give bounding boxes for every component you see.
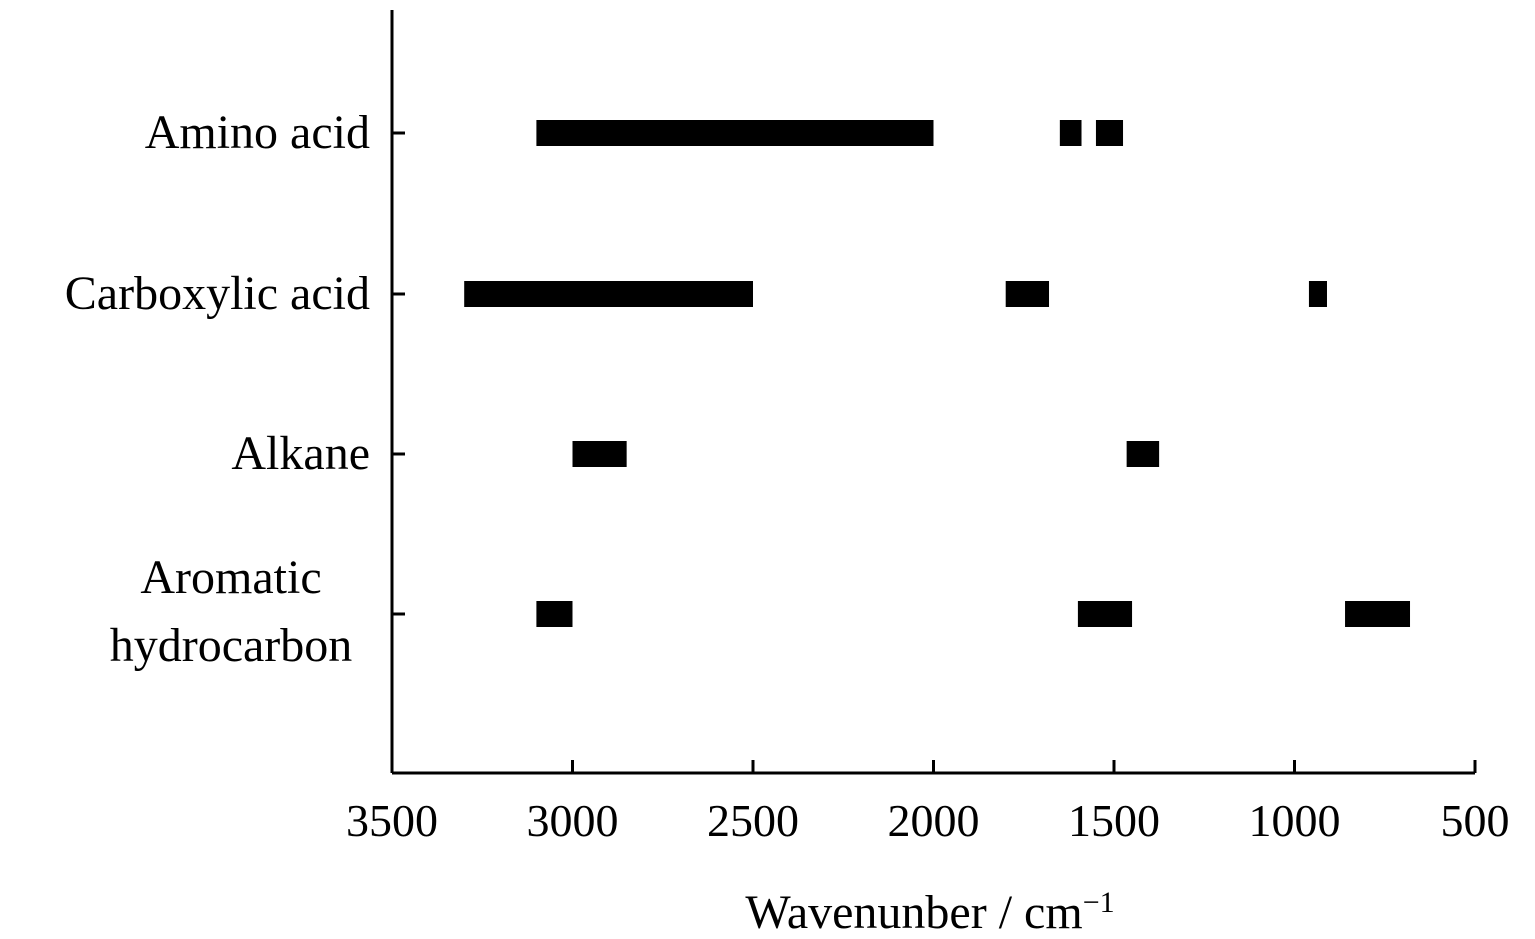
x-axis-label: Wavenunber / cm−1 xyxy=(745,886,1114,939)
category-label-line: hydrocarbon xyxy=(110,619,353,672)
range-bar xyxy=(1308,281,1327,307)
x-tick-label: 1500 xyxy=(1068,795,1160,846)
x-tick-label: 3000 xyxy=(527,795,619,846)
x-tick-label: 3500 xyxy=(346,795,438,846)
range-bar xyxy=(536,601,573,627)
x-tick-label: 500 xyxy=(1441,795,1510,846)
x-axis-label-superscript: −1 xyxy=(1083,886,1115,919)
range-bar xyxy=(1095,120,1124,146)
range-bar xyxy=(572,441,627,467)
category-label-line: Aromatic xyxy=(140,551,321,604)
category-labels-layer: Amino acid Carboxylic acid Alkane Aromatic h… xyxy=(65,106,370,672)
range-bar xyxy=(1059,120,1082,146)
x-tick-label: 2000 xyxy=(888,795,980,846)
category-label: Aromatic hydrocarbon xyxy=(110,551,353,672)
bars-layer xyxy=(464,120,1411,627)
category-label: Carboxylic acid xyxy=(65,267,370,320)
category-label: Alkane xyxy=(231,427,370,480)
x-tick-label: 2500 xyxy=(707,795,799,846)
x-axis-label-text: Wavenunber / cm xyxy=(745,886,1082,939)
range-bar xyxy=(1077,601,1133,627)
y-ticks-layer xyxy=(392,131,405,616)
range-bar xyxy=(536,120,934,146)
range-bar xyxy=(1005,281,1050,307)
range-bar xyxy=(464,281,753,307)
x-tick-label: 1000 xyxy=(1249,795,1341,846)
range-bar xyxy=(1345,601,1411,627)
range-bar xyxy=(1126,441,1160,467)
x-ticks-layer: 3500 3000 2500 2000 1500 1000 500 xyxy=(346,760,1510,846)
category-label: Amino acid xyxy=(145,106,370,159)
